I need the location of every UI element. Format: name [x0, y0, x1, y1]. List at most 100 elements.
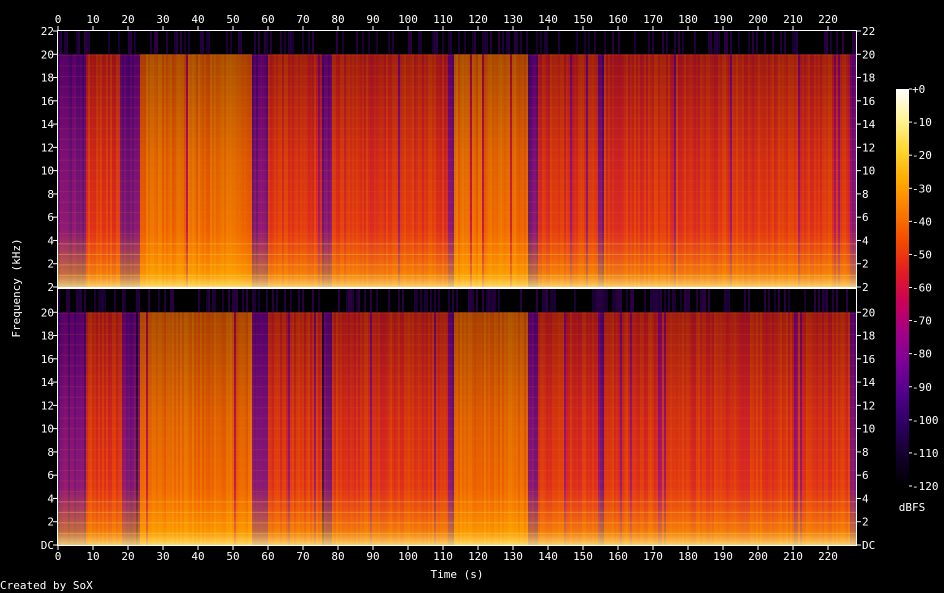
y-tick-label: 12: [862, 141, 875, 154]
spectrogram-column-top: [66, 31, 68, 55]
spectrogram-column-top: [666, 31, 668, 55]
spectrogram-column-top: [490, 289, 492, 313]
y-tick-label: 6: [47, 211, 54, 224]
colorbar-tick-label: -20: [912, 149, 932, 162]
spectrogram-column-top: [600, 289, 602, 313]
spectrogram-column-top: [824, 31, 826, 55]
spectrogram-column-top: [136, 289, 138, 313]
spectrogram-column-top: [68, 289, 70, 313]
spectrogram-column-top: [208, 31, 210, 55]
y-tick-label: DC: [41, 539, 54, 552]
x-tick-label: 200: [748, 13, 768, 26]
spectrogram-column-top: [176, 31, 178, 55]
spectrogram-column-top: [694, 31, 696, 55]
spectrogram-column-top: [376, 31, 378, 55]
y-tick-label: 8: [47, 446, 54, 459]
spectrogram-column-top: [594, 289, 596, 313]
y-tick-label: 10: [862, 165, 875, 178]
spectrogram-column-top: [312, 289, 314, 313]
spectrogram-column-top: [408, 31, 410, 55]
spectrogram-column-top: [686, 289, 688, 313]
y-tick-label: 8: [862, 446, 869, 459]
spectrogram-column-top: [172, 289, 174, 313]
spectrogram-column-top: [76, 289, 78, 313]
spectrogram-column-top: [514, 31, 516, 55]
x-tick-label: 210: [783, 13, 803, 26]
y-tick-label: 18: [862, 330, 875, 343]
x-tick-label: 60: [261, 550, 274, 563]
y-tick-label: 16: [862, 353, 875, 366]
spectrogram-column-top: [702, 289, 704, 313]
spectrogram-column-top: [450, 31, 452, 55]
x-tick-label: 80: [331, 13, 344, 26]
spectrogram-column-top: [64, 31, 66, 55]
y-tick-label: DC: [862, 539, 875, 552]
spectrogram-column-top: [292, 31, 294, 55]
x-tick-label: 50: [226, 13, 239, 26]
spectrogram-column-top: [246, 289, 248, 313]
spectrogram-column-top: [108, 31, 110, 55]
spectrogram-column-top: [718, 31, 720, 55]
y-tick-label: 8: [862, 188, 869, 201]
spectrogram-column-top: [784, 289, 786, 313]
spectrogram-column-top: [134, 31, 136, 55]
spectrogram-column-top: [618, 289, 620, 313]
y-tick-label: 2: [47, 281, 54, 294]
spectrogram-column-top: [552, 289, 554, 313]
spectrogram-column-top: [846, 289, 848, 313]
x-tick-label: 30: [156, 13, 169, 26]
spectrogram-column-top: [654, 289, 656, 313]
spectrogram-column-top: [584, 31, 586, 55]
spectrogram-column-top: [486, 31, 488, 55]
spectrogram-column-top: [644, 289, 646, 313]
spectrogram-column-top: [350, 289, 352, 313]
spectrogram-column-top: [84, 289, 86, 313]
spectrogram-column-top: [498, 289, 500, 313]
spectrogram-column-top: [756, 31, 758, 55]
y-tick-label: 20: [41, 306, 54, 319]
x-tick-label: 10: [86, 550, 99, 563]
x-tick-label: 140: [538, 13, 558, 26]
spectrogram-column-top: [680, 289, 682, 313]
spectrogram-column-top: [738, 31, 740, 55]
sox-credit: Created by SoX: [0, 579, 93, 592]
spectrogram-column-top: [174, 31, 176, 55]
spectrogram-column-top: [414, 289, 416, 313]
spectrogram-column-top: [272, 289, 274, 313]
spectrogram-column-top: [710, 31, 712, 55]
spectrogram-column-top: [420, 289, 422, 313]
y-tick-label: 20: [862, 48, 875, 61]
y-tick-label: 12: [41, 141, 54, 154]
spectrogram-column-top: [620, 289, 622, 313]
spectrogram-column-top: [836, 31, 838, 55]
spectrogram-column-top: [258, 31, 260, 55]
colorbar-gradient: [896, 89, 909, 486]
spectrogram-column-top: [154, 31, 156, 55]
tick-marks: [53, 26, 861, 550]
y-tick-label: 10: [862, 423, 875, 436]
spectrogram-column-top: [318, 289, 320, 313]
spectrogram-column-top: [632, 289, 634, 313]
spectrogram-column-top: [276, 289, 278, 313]
y-tick-label: 22: [862, 25, 875, 38]
spectrogram-column-top: [434, 31, 436, 55]
spectrogram-column-top: [668, 289, 670, 313]
colorbar-tick-label: -90: [912, 381, 932, 394]
colorbar-tick-label: -10: [912, 116, 932, 129]
spectrogram-column-top: [230, 31, 232, 55]
x-tick-label: 70: [296, 13, 309, 26]
spectrogram-column-top: [768, 289, 770, 313]
spectrogram-column-top: [486, 289, 488, 313]
spectrogram-column-top: [674, 289, 676, 313]
spectrogram-column-top: [370, 289, 372, 313]
y-tick-label: 18: [862, 72, 875, 85]
channel-2-spectrogram: [58, 289, 856, 545]
spectrogram-column-top: [348, 289, 350, 313]
spectrogram-column-top: [252, 289, 254, 313]
spectrogram-column-top: [474, 31, 476, 55]
colorbar-tick-label: -80: [912, 348, 932, 361]
spectrogram-column-top: [526, 31, 528, 55]
spectrogram-column-top: [208, 289, 210, 313]
spectrogram-column-top: [774, 289, 776, 313]
x-tick-label: 100: [398, 550, 418, 563]
